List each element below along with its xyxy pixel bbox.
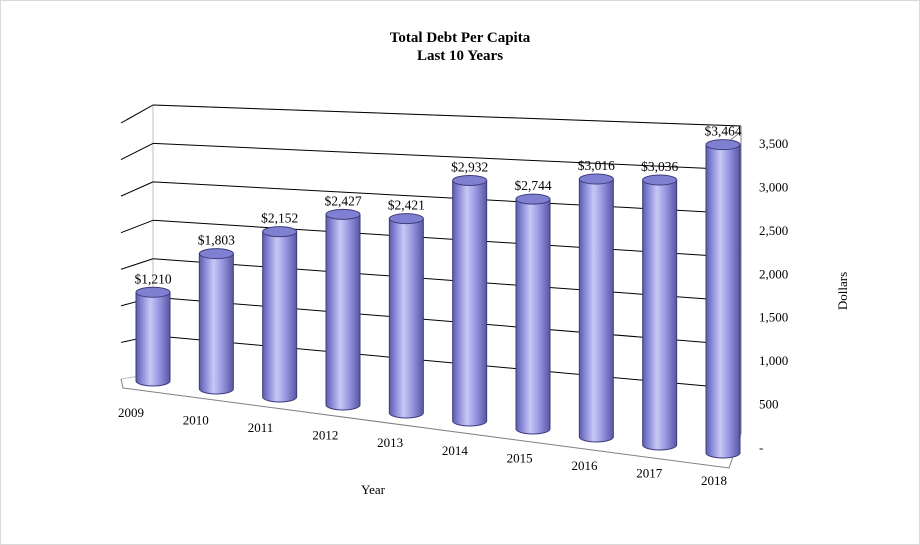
bar <box>642 174 678 451</box>
data-label: $2,152 <box>261 211 298 226</box>
bar-top <box>135 286 171 298</box>
x-tick-label: 2013 <box>377 435 403 450</box>
x-tick-label: 2009 <box>118 405 144 420</box>
data-label: $1,803 <box>198 233 235 248</box>
bar <box>262 226 298 403</box>
y-tick-label: 2,500 <box>759 223 788 238</box>
chart-title-block: Total Debt Per Capita Last 10 Years <box>1 29 919 65</box>
bar <box>388 213 424 419</box>
bar-body <box>642 179 678 451</box>
x-tick-label: 2017 <box>636 465 663 480</box>
data-label: $3,036 <box>641 159 678 174</box>
bar-top <box>325 208 361 220</box>
y-tick-label: - <box>759 440 763 455</box>
gridline-back <box>152 104 742 127</box>
bar-top <box>515 193 551 205</box>
data-label: $2,932 <box>451 159 488 174</box>
bar <box>135 286 171 387</box>
data-label: $1,210 <box>134 271 171 286</box>
bar <box>578 173 614 443</box>
bar-body <box>262 231 298 403</box>
bar-body <box>388 218 424 419</box>
gridline-side <box>120 258 154 270</box>
gridline-back <box>152 142 742 171</box>
bar <box>325 208 361 411</box>
bar <box>198 248 234 395</box>
y-axis-label: Dollars <box>835 272 850 310</box>
bar-body <box>198 253 234 395</box>
x-tick-label: 2011 <box>248 420 274 435</box>
gridline-side <box>120 142 154 161</box>
x-tick-label: 2014 <box>442 443 469 458</box>
x-axis-ticks: 2009 2010 2011 2012 2013 2014 2015 2016 2017 2018 <box>118 405 727 488</box>
data-label: $2,744 <box>514 178 551 193</box>
data-labels: $1,210 $1,803 $2,152 $2,427 $2,421 $2,932 $2,7… <box>134 124 741 287</box>
bar-body <box>452 179 488 427</box>
data-label: $3,464 <box>704 124 741 139</box>
bar-body <box>135 291 171 387</box>
bar-top <box>262 226 298 238</box>
x-tick-label: 2018 <box>701 473 727 488</box>
bar-body <box>515 198 551 435</box>
bar-top <box>642 174 678 186</box>
bar-body <box>578 178 614 443</box>
y-tick-label: 1,500 <box>759 310 788 325</box>
bar-top <box>388 213 424 225</box>
y-tick-label: 500 <box>759 397 779 412</box>
bar-top <box>705 139 741 151</box>
y-tick-label: 2,000 <box>759 266 788 281</box>
bar-top <box>452 174 488 186</box>
x-tick-label: 2016 <box>571 458 598 473</box>
gridline-side <box>120 181 154 197</box>
bar-top <box>198 248 234 260</box>
bar-body <box>705 144 741 459</box>
x-tick-label: 2010 <box>183 413 209 428</box>
chart-title: Total Debt Per Capita <box>389 30 531 46</box>
y-tick-mark <box>728 131 742 142</box>
y-tick-label: 3,500 <box>759 136 788 151</box>
bars <box>135 139 741 459</box>
data-label: $3,016 <box>578 158 615 173</box>
data-label: $2,427 <box>324 193 361 208</box>
x-axis-label: Year <box>361 482 386 497</box>
x-tick-label: 2012 <box>312 428 338 443</box>
bar <box>452 174 488 427</box>
x-tick-label: 2015 <box>507 450 533 465</box>
gridline-side <box>120 219 154 234</box>
y-tick-label: 3,000 <box>759 179 788 194</box>
bar <box>705 139 741 459</box>
bar-top <box>578 173 614 185</box>
y-tick-label: 1,000 <box>759 353 788 368</box>
data-label: $2,421 <box>388 198 425 213</box>
chart-subtitle: Last 10 Years <box>416 48 504 64</box>
bar <box>515 193 551 435</box>
bar-body <box>325 213 361 411</box>
gridline-side <box>120 104 154 124</box>
